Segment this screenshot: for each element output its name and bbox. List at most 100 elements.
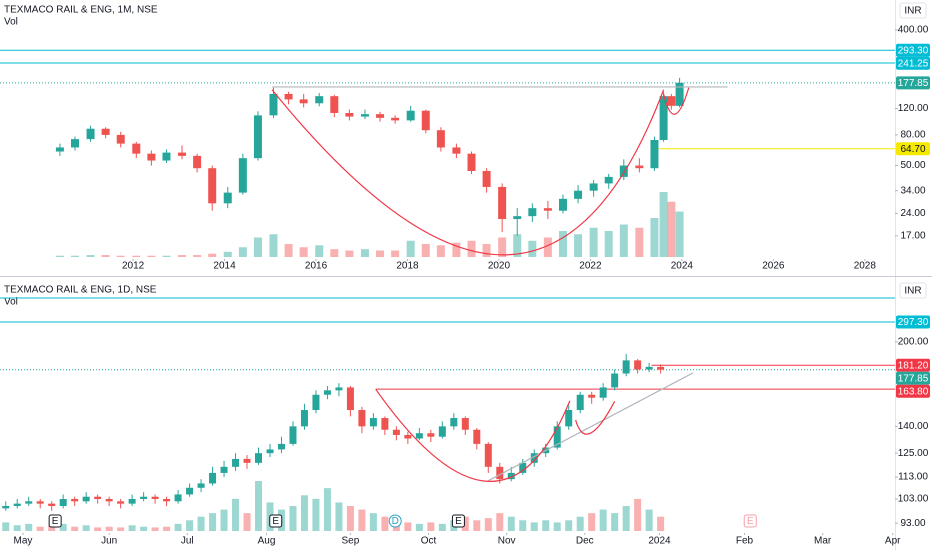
candle-body	[358, 410, 366, 427]
volume-bar	[151, 527, 159, 531]
volume-bar	[289, 506, 297, 531]
x-tick-label: Aug	[258, 536, 276, 547]
candle-body	[376, 114, 385, 118]
volume-bar	[634, 498, 642, 531]
volume-bar	[619, 224, 628, 257]
candle-body	[473, 429, 481, 444]
candle-body	[513, 216, 522, 220]
volume-bar	[467, 240, 476, 257]
candle-body	[574, 190, 583, 199]
volume-bar	[496, 513, 504, 531]
volume-bar	[576, 516, 584, 531]
candle-body	[645, 366, 653, 370]
event-label: E	[747, 516, 754, 527]
volume-bar	[101, 255, 110, 257]
x-tick-label: 2012	[122, 261, 145, 272]
volume-bar	[48, 525, 56, 531]
price-label: 241.25	[898, 58, 929, 69]
volume-bar	[498, 237, 507, 257]
candle-body	[346, 387, 354, 411]
candle-body	[105, 499, 113, 502]
candle-body	[197, 483, 205, 488]
volume-bar	[255, 481, 263, 531]
candle-body	[391, 117, 400, 121]
price-label: 177.85	[898, 373, 929, 384]
volume-bar	[553, 522, 561, 531]
volume-bar	[635, 227, 644, 257]
volume-bar	[346, 506, 354, 531]
volume-bar	[358, 509, 366, 531]
candle-body	[193, 155, 202, 169]
volume-bar	[223, 251, 232, 257]
candle-body	[48, 503, 56, 507]
volume-bar	[269, 234, 278, 257]
volume-bar	[452, 242, 461, 257]
candle-body	[284, 93, 293, 100]
candle-body	[635, 165, 644, 169]
candle-body	[657, 366, 665, 370]
price-label: 293.30	[898, 45, 929, 56]
volume-bar	[25, 523, 33, 531]
currency-box	[899, 2, 927, 19]
trend-drawing	[663, 87, 690, 115]
price-label-box	[896, 43, 930, 57]
price-label-box	[896, 371, 930, 385]
y-tick-label: 140.00	[898, 421, 929, 432]
x-tick-label: Feb	[736, 536, 754, 547]
volume-bar	[599, 509, 607, 531]
candle-body	[299, 99, 308, 104]
candle-body	[266, 449, 274, 454]
volume-bar	[105, 526, 113, 531]
volume-bar	[415, 523, 423, 531]
candle-body	[650, 139, 659, 169]
candle-body	[392, 429, 400, 435]
candle-body	[588, 394, 596, 398]
volume-bar	[519, 520, 527, 531]
x-tick-label: 2024	[648, 536, 671, 547]
x-tick-label: Nov	[498, 536, 516, 547]
y-tick-label: 80.00	[900, 130, 925, 141]
volume-bar	[147, 255, 156, 257]
price-label: 177.85	[898, 78, 929, 89]
candle-body	[323, 390, 331, 395]
candle-body	[467, 153, 476, 171]
volume-bar	[436, 245, 445, 257]
candle-body	[128, 499, 136, 504]
currency-label: INR	[904, 286, 921, 297]
candle-body	[13, 503, 21, 507]
candle-body	[315, 96, 324, 104]
volume-bar	[174, 523, 182, 531]
x-tick-label: Sep	[342, 536, 360, 547]
candle-body	[543, 208, 552, 211]
volume-label: Vol	[4, 297, 18, 308]
price-label-box	[896, 76, 930, 90]
x-tick-label: Dec	[576, 536, 594, 547]
volume-bar	[558, 231, 567, 257]
candle-body	[147, 153, 156, 161]
price-label-box	[896, 384, 930, 398]
price-label: 163.80	[898, 386, 929, 397]
candle-body	[178, 152, 187, 156]
volume-bar	[243, 513, 251, 531]
y-tick-label: 125.00	[898, 448, 929, 459]
volume-bar	[162, 255, 171, 257]
volume-bar	[71, 526, 79, 531]
volume-bar	[381, 516, 389, 531]
candle-body	[36, 501, 44, 504]
candle-body	[576, 394, 584, 411]
candle-body	[116, 134, 125, 144]
volume-bar	[59, 523, 67, 531]
x-tick-label: Oct	[421, 536, 437, 547]
candle-body	[253, 115, 262, 159]
candle-body	[498, 186, 507, 220]
volume-bar	[360, 249, 369, 257]
candle-body	[300, 410, 308, 427]
volume-bar	[421, 244, 430, 257]
volume-bar	[132, 255, 141, 257]
event-marker	[743, 514, 757, 528]
candle-body	[436, 130, 445, 148]
volume-bar	[438, 523, 446, 531]
volume-bar	[473, 520, 481, 531]
candle-body	[427, 433, 435, 437]
